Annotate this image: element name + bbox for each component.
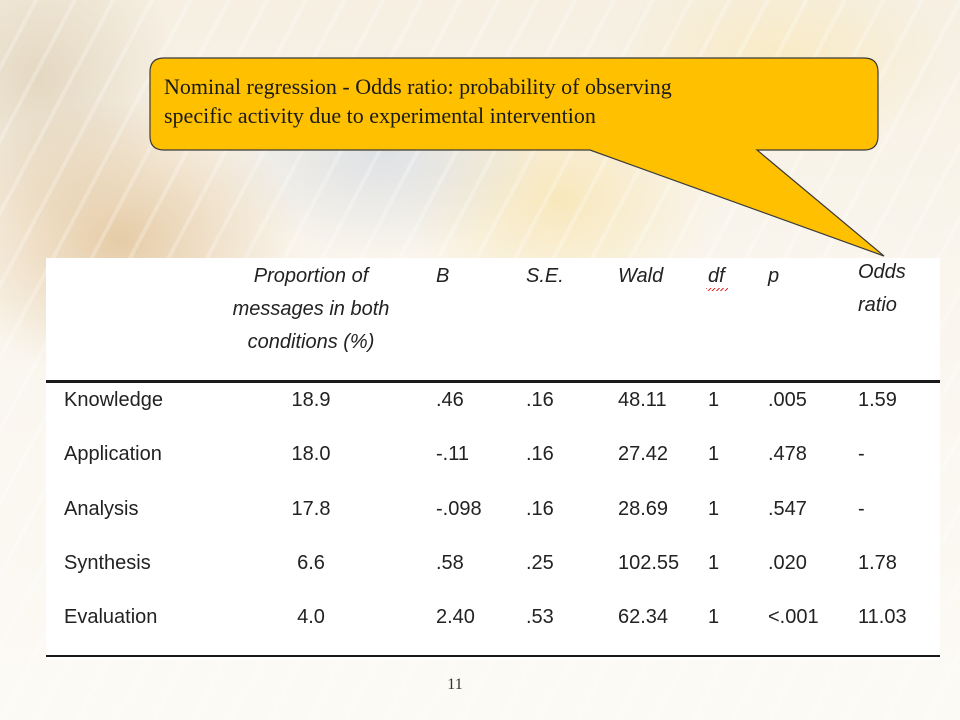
bottom-divider <box>46 655 940 657</box>
row-label: Analysis <box>64 498 139 520</box>
callout-text: Nominal regression - Odds ratio: probabi… <box>164 72 864 130</box>
regression-table: Proportion of messages in both condition… <box>46 258 940 660</box>
b-value: .46 <box>436 389 464 411</box>
b-value: -.098 <box>436 498 482 520</box>
header-proportion-line1: Proportion of <box>253 265 369 287</box>
callout-text-line1: Nominal regression - Odds ratio: probabi… <box>164 74 672 99</box>
p-value: .547 <box>768 498 807 520</box>
odds-ratio-value: 1.78 <box>858 552 897 574</box>
wald-value: 28.69 <box>618 498 669 520</box>
header-p: p <box>768 265 780 287</box>
df-value: 1 <box>708 389 720 411</box>
b-value: .58 <box>436 552 464 574</box>
se-value: .16 <box>526 498 554 520</box>
header-df: df <box>708 265 725 287</box>
b-value: -.11 <box>436 443 469 465</box>
header-odds-ratio: Odds ratio <box>858 256 906 322</box>
callout-text-line2: specific activity due to experimental in… <box>164 103 596 128</box>
wald-value: 27.42 <box>618 443 669 465</box>
se-value: .53 <box>526 606 554 628</box>
row-label: Evaluation <box>64 606 158 628</box>
wald-value: 48.11 <box>618 389 667 411</box>
b-value: 2.40 <box>436 606 475 628</box>
row-label: Synthesis <box>64 552 151 574</box>
wald-value: 102.55 <box>618 552 680 574</box>
se-value: .25 <box>526 552 554 574</box>
header-odds-line2: ratio <box>858 294 897 316</box>
df-value: 1 <box>708 498 720 520</box>
p-value: .005 <box>768 389 807 411</box>
header-divider <box>46 380 940 383</box>
header-wald: Wald <box>618 265 664 287</box>
proportion-value: 6.6 <box>297 552 325 574</box>
page-number: 11 <box>447 676 463 693</box>
row-label: Application <box>64 443 162 465</box>
p-value: <.001 <box>768 606 819 628</box>
odds-ratio-value: - <box>858 498 865 520</box>
odds-ratio-value: 11.03 <box>858 606 907 628</box>
p-value: .020 <box>768 552 807 574</box>
row-label: Knowledge <box>64 389 163 411</box>
spellcheck-underline <box>706 288 728 291</box>
se-value: .16 <box>526 389 554 411</box>
se-value: .16 <box>526 443 554 465</box>
header-se: S.E. <box>526 265 564 287</box>
header-proportion: Proportion of messages in both condition… <box>226 260 396 359</box>
df-value: 1 <box>708 606 720 628</box>
header-proportion-line2: messages in both <box>232 298 390 320</box>
header-odds-line1: Odds <box>858 261 906 283</box>
proportion-value: 18.0 <box>291 443 331 465</box>
header-b: B <box>436 265 450 287</box>
df-value: 1 <box>708 552 720 574</box>
proportion-value: 18.9 <box>291 389 331 411</box>
proportion-value: 17.8 <box>291 498 331 520</box>
p-value: .478 <box>768 443 807 465</box>
df-value: 1 <box>708 443 720 465</box>
odds-ratio-value: - <box>858 443 865 465</box>
wald-value: 62.34 <box>618 606 669 628</box>
proportion-value: 4.0 <box>297 606 325 628</box>
header-proportion-line3: conditions (%) <box>247 331 375 353</box>
odds-ratio-value: 1.59 <box>858 389 897 411</box>
